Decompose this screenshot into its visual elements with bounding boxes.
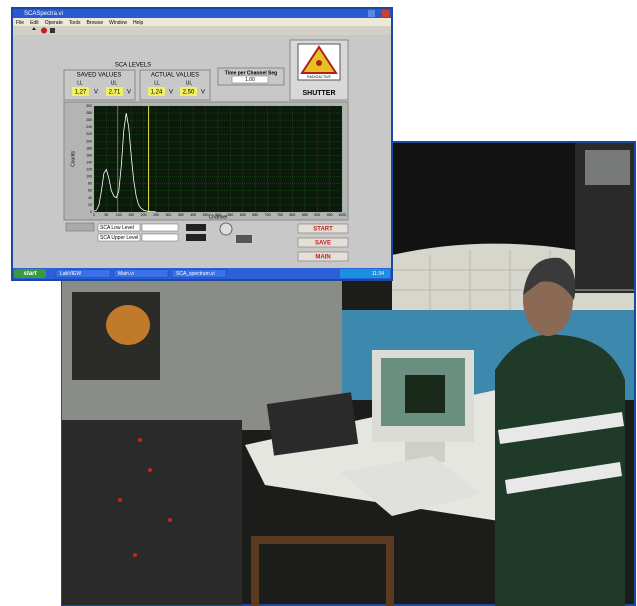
y-tick-label: 160 [86, 153, 92, 157]
y-tick-label: 40 [88, 196, 92, 200]
sign-text: RADIOACTIVE [307, 75, 331, 79]
panel-button-label: MAIN [315, 254, 330, 260]
y-tick-label: 20 [88, 203, 92, 207]
x-tick-label: 350 [178, 213, 184, 217]
minimize[interactable] [368, 10, 375, 17]
x-tick-label: 600 [240, 213, 246, 217]
composite: SCASpectra.vi File Edit Operate Tools Browse… [0, 0, 637, 606]
y-tick-label: 200 [86, 139, 92, 143]
menu-item[interactable]: Help [133, 20, 144, 26]
x-tick-label: 300 [165, 213, 171, 217]
y-tick-label: 180 [86, 146, 92, 150]
low-level-input[interactable] [142, 224, 178, 231]
zoom-tool[interactable] [220, 223, 232, 235]
window-title: SCASpectra.vi [24, 11, 63, 17]
page: SCASpectra.vi File Edit Operate Tools Browse… [0, 0, 637, 606]
upper-level-input[interactable] [142, 234, 178, 241]
menu-item[interactable]: File [16, 20, 24, 26]
x-tick-label: 450 [203, 213, 209, 217]
start-label: start [23, 271, 37, 277]
x-tick-label: 850 [302, 213, 308, 217]
x-tick-label: 200 [141, 213, 147, 217]
x-tick-label: 650 [252, 213, 258, 217]
task-label: LabVIEW [60, 271, 81, 277]
y-tick-label: 240 [86, 125, 92, 129]
menu-item[interactable]: Browse [86, 20, 103, 26]
task-label: SCA_spectrum.vi [176, 271, 215, 277]
saved-ul-label: UL [111, 80, 118, 86]
actual-ul: 2,50 [183, 90, 195, 96]
y-tick-label: 140 [86, 160, 92, 164]
unit: V [169, 90, 173, 96]
low-level-label: SCA Low Level [100, 225, 134, 231]
x-tick-label: 500 [215, 213, 221, 217]
time-value: 1.00 [245, 77, 255, 83]
x-tick-label: 150 [128, 213, 134, 217]
y-tick-label: 60 [88, 189, 92, 193]
x-tick-label: 100 [116, 213, 122, 217]
menu-item[interactable]: Window [109, 20, 127, 26]
menu-item[interactable]: Edit [30, 20, 39, 26]
task-label: Main.vi [118, 271, 134, 277]
unit: V [94, 90, 98, 96]
time-label: Time per Channel Seg [225, 70, 277, 76]
x-tick-label: 250 [153, 213, 159, 217]
y-tick-label: 300 [86, 104, 92, 108]
y-tick-label: 220 [86, 132, 92, 136]
unit: V [127, 90, 131, 96]
y-tick-label: 0 [90, 210, 92, 214]
x-tick-label: 900 [314, 213, 320, 217]
upper-level-label: SCA Upper Level [100, 235, 138, 241]
x-tick-label: 950 [327, 213, 333, 217]
pause-button[interactable] [50, 28, 55, 33]
y-tick-label: 100 [86, 175, 92, 179]
y-tick-label: 260 [86, 118, 92, 122]
panel-button-label: SAVE [315, 240, 331, 246]
actual-ll: 1,24 [151, 90, 163, 96]
shutter-label: SHUTTER [302, 90, 335, 97]
window: SCASpectra.vi File Edit Operate Tools Browse… [12, 8, 392, 280]
saved-ul: 2,71 [109, 90, 121, 96]
x-tick-label: 550 [227, 213, 233, 217]
actual-title: ACTUAL VALUES [151, 73, 199, 79]
x-tick-label: 400 [190, 213, 196, 217]
y-axis-label: Counts [70, 151, 76, 167]
x-tick-label: 1000 [338, 213, 346, 217]
saved-title: SAVED VALUES [77, 73, 122, 79]
menu-item[interactable]: Tools [69, 20, 81, 26]
title-bar [13, 9, 391, 18]
panel-button-label: START [313, 226, 333, 232]
stop-button[interactable] [41, 28, 47, 34]
actual-ul-label: UL [186, 80, 193, 86]
saved-ll: 1,27 [75, 90, 87, 96]
close[interactable] [382, 10, 389, 17]
heading: SCA LEVELS [115, 63, 151, 69]
y-tick-label: 80 [88, 182, 92, 186]
y-tick-label: 280 [86, 111, 92, 115]
x-tick-label: 50 [104, 213, 108, 217]
x-tick-label: 750 [277, 213, 283, 217]
clock: 11:34 [372, 271, 384, 277]
y-tick-label: 120 [86, 168, 92, 172]
unit: V [201, 90, 205, 96]
menu-item[interactable]: Operate [45, 20, 63, 26]
x-tick-label: 700 [265, 213, 271, 217]
x-tick-label: 0 [93, 213, 95, 217]
x-tick-label: 800 [289, 213, 295, 217]
saved-ll-label: LL [77, 80, 83, 86]
actual-ll-label: LL [154, 80, 160, 86]
